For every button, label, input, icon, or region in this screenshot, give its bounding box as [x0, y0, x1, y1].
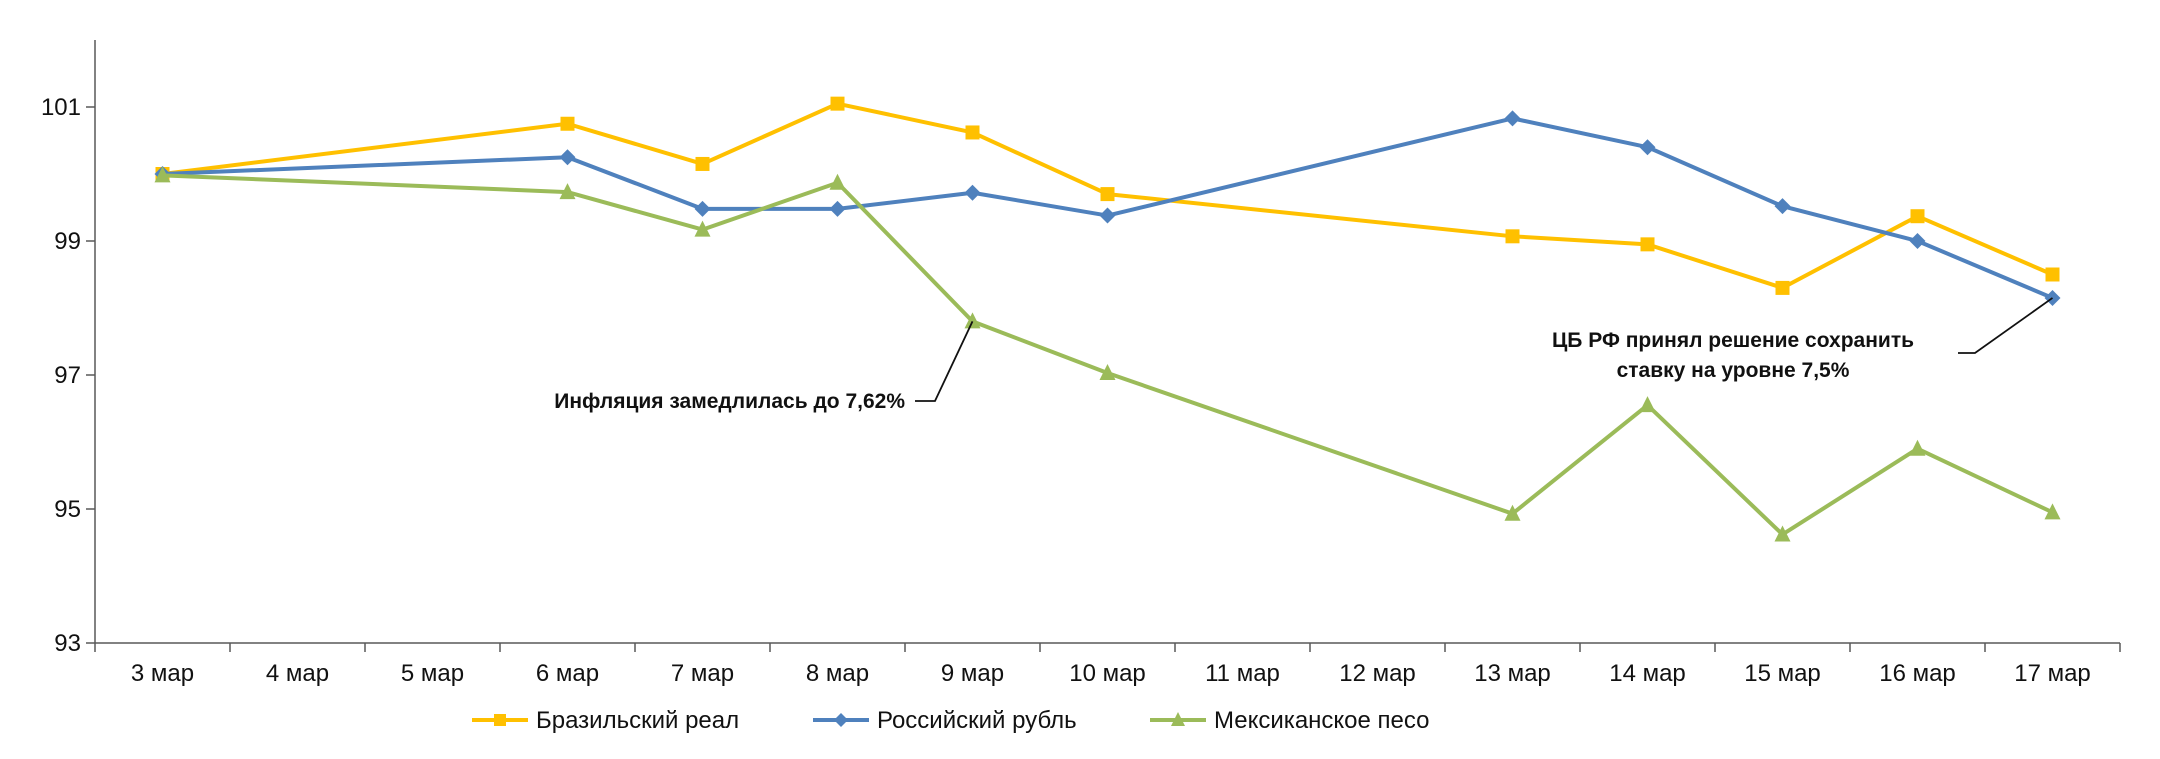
data-point [1774, 198, 1791, 215]
data-point [1505, 229, 1520, 244]
x-tick-label: 8 мар [806, 660, 869, 687]
annotations: Инфляция замедлилась до 7,62% ЦБ РФ приня… [554, 297, 2054, 413]
data-point [1775, 280, 1790, 295]
x-tick-label: 17 мар [2014, 660, 2091, 687]
legend-label: Мексиканское песо [1214, 707, 1430, 734]
x-tick-label: 6 мар [536, 660, 599, 687]
data-point [1099, 207, 1116, 224]
data-point [1910, 209, 1925, 224]
y-tick-label: 99 [54, 228, 81, 255]
series-2 [154, 110, 2061, 306]
y-tick-label: 97 [54, 362, 81, 389]
x-tick-label: 15 мар [1744, 660, 1821, 687]
data-point [1909, 233, 1926, 249]
annotation-cbr-line: ЦБ РФ принял решение сохранить [1552, 329, 1914, 352]
x-tick-label: 16 мар [1879, 660, 1956, 687]
data-point [1504, 110, 1521, 127]
legend-swatch-marker [494, 714, 506, 726]
data-point [2045, 267, 2060, 282]
data-point [694, 220, 711, 237]
legend-swatch-marker [834, 713, 848, 727]
data-point [1639, 396, 1656, 413]
data-point [1640, 237, 1655, 252]
data-point [695, 156, 710, 171]
annotation-leader-line [915, 321, 974, 402]
data-point [2044, 503, 2061, 520]
data-point [559, 183, 576, 200]
legend: Бразильский реал Российский рубль Мексикан… [472, 707, 1430, 734]
y-tick-label: 101 [41, 94, 81, 121]
series-1 [155, 96, 2060, 295]
legend-swatch-marker [1171, 712, 1185, 726]
x-tick-label: 4 мар [266, 660, 329, 687]
annotation-leader-line [1958, 297, 2054, 354]
series-lines [154, 96, 2061, 542]
legend-item: Бразильский реал [472, 707, 739, 734]
data-point [829, 200, 846, 217]
x-tick-label: 14 мар [1609, 660, 1686, 687]
data-point [1100, 187, 1115, 202]
x-tick-label: 10 мар [1069, 660, 1146, 687]
series-3 [154, 166, 2061, 542]
annotation-cbr-line: ставку на уровне 7,5% [1617, 359, 1850, 382]
x-tick-label: 13 мар [1474, 660, 1551, 687]
data-point [830, 96, 845, 111]
data-point [1774, 525, 1791, 542]
y-tick-label: 93 [54, 630, 81, 657]
y-tick-label: 95 [54, 496, 81, 523]
data-point [965, 125, 980, 140]
data-point [964, 184, 981, 201]
x-tick-label: 3 мар [131, 660, 194, 687]
data-point [1099, 363, 1116, 380]
x-tick-label: 9 мар [941, 660, 1004, 687]
legend-label: Бразильский реал [536, 707, 739, 734]
x-tick-label: 5 мар [401, 660, 464, 687]
data-point [154, 166, 171, 183]
legend-item: Мексиканское песо [1150, 707, 1430, 734]
x-tick-label: 7 мар [671, 660, 734, 687]
data-point [560, 116, 575, 131]
data-point [1639, 139, 1656, 156]
series-line [160, 173, 2055, 537]
data-point [964, 312, 981, 329]
data-point [559, 149, 576, 166]
data-point [829, 173, 846, 190]
data-point [1504, 504, 1521, 521]
data-point [1909, 439, 1926, 456]
x-tick-label: 11 мар [1205, 660, 1280, 687]
legend-label: Российский рубль [877, 707, 1077, 734]
legend-item: Российский рубль [813, 707, 1077, 734]
data-point [694, 200, 711, 217]
x-tick-label: 12 мар [1339, 660, 1416, 687]
annotation-inflation: Инфляция замедлилась до 7,62% [554, 390, 905, 413]
axes: 93 95 97 99 101 3 мар 4 мар 5 мар 6 мар 7 мар 8 ма… [41, 40, 2121, 687]
